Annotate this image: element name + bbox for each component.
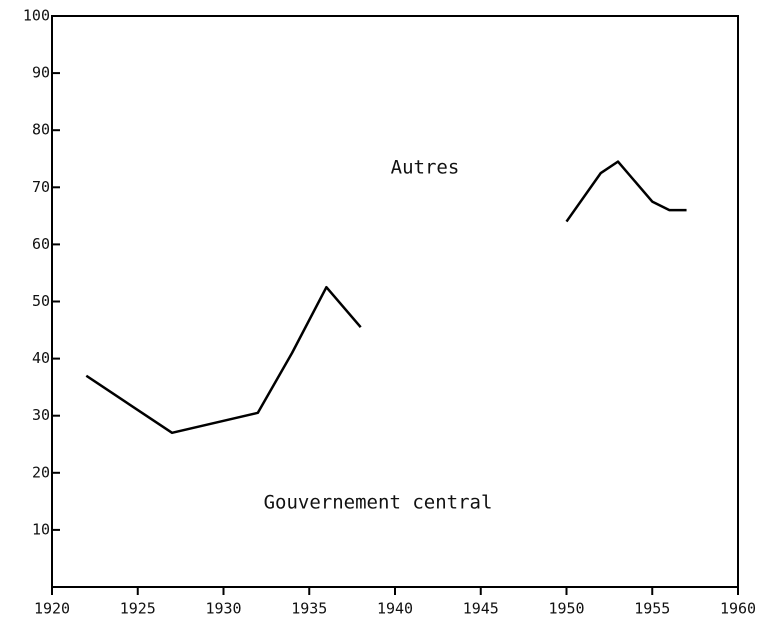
annotation: Gouvernement central — [264, 492, 493, 514]
y-tick-label: 50 — [32, 292, 50, 310]
y-tick-label: 90 — [32, 64, 50, 82]
y-tick-label: 40 — [32, 349, 50, 367]
y-tick-label: 20 — [32, 463, 50, 481]
x-tick-label: 1935 — [291, 600, 327, 618]
x-tick-label: 1960 — [720, 600, 756, 618]
y-tick-label: 30 — [32, 406, 50, 424]
data-line — [85, 160, 687, 435]
y-tick-label: 100 — [23, 7, 50, 25]
y-tick-label: 80 — [32, 121, 50, 139]
x-tick-label: 1925 — [120, 600, 156, 618]
x-tick-label: 1920 — [34, 600, 70, 618]
x-tick-label: 1945 — [463, 600, 499, 618]
y-tick-label: 70 — [32, 178, 50, 196]
annotation: Autres — [391, 157, 460, 179]
x-tick-label: 1950 — [548, 600, 584, 618]
x-tick-label: 1955 — [634, 600, 670, 618]
y-tick-label: 60 — [32, 235, 50, 253]
x-tick-label: 1940 — [377, 600, 413, 618]
y-tick-label: 10 — [32, 520, 50, 538]
x-tick-label: 1930 — [205, 600, 241, 618]
